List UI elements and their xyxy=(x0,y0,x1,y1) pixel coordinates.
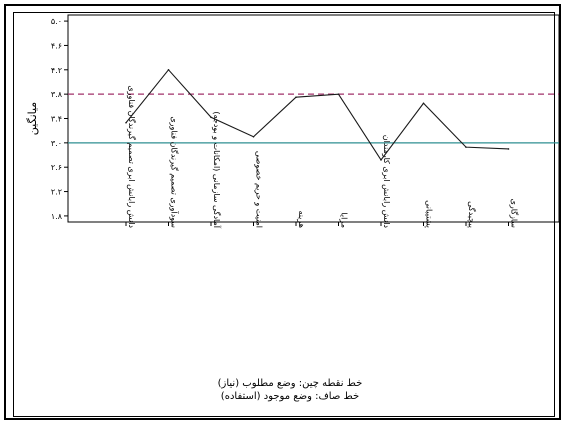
data-point-7 xyxy=(422,102,425,105)
x-category-label-9: سازگاری xyxy=(510,199,520,229)
data-point-6 xyxy=(380,159,382,161)
outer-frame xyxy=(4,4,561,420)
series-line-0 xyxy=(125,68,509,161)
x-category-label-8: پیچیدگی xyxy=(467,201,477,228)
y-tick-label-5: ۳.۰ xyxy=(51,139,62,148)
x-category-label-3: امنیت و حریم خصوصی xyxy=(255,151,264,228)
x-category-label-4: هزینه xyxy=(297,210,306,228)
data-point-4 xyxy=(295,96,297,98)
y-tick-label-2: ۴.۲ xyxy=(51,66,62,75)
y-tick-label-1: ۴.۶ xyxy=(51,41,62,50)
x-category-label-7: پشتیبانی xyxy=(425,200,434,228)
inner-frame xyxy=(13,12,555,417)
x-category-label-0: دانش رابانش ابری تصمیم گیرندگان فناوری xyxy=(127,85,137,228)
y-tick-label-8: ۱.۸ xyxy=(51,212,63,221)
y-tick-label-7: ۲.۲ xyxy=(51,188,62,197)
y-axis-label: میانگین xyxy=(26,102,39,136)
data-point-3 xyxy=(252,135,255,138)
data-point-1 xyxy=(167,68,170,71)
x-category-label-1: سودآوری تصمیم گیرندگان فناوری xyxy=(170,116,180,228)
y-tick-label-6: ۲.۶ xyxy=(51,163,62,172)
x-category-label-6: دانش رابانش ابری کارمندان xyxy=(382,135,391,229)
data-point-8 xyxy=(465,146,467,148)
y-tick-label-3: ۳.۸ xyxy=(51,90,63,99)
data-point-5 xyxy=(337,93,340,95)
legend-note-dashed: خط نقطه چین: وضع مطلوب (نیاز) xyxy=(217,378,363,389)
y-tick-label-4: ۳.۴ xyxy=(51,115,62,124)
legend-note-solid: خط صاف: وضع موجود (استفاده) xyxy=(220,391,360,402)
data-point-0 xyxy=(125,121,127,124)
y-tick-label-0: ۵.۰ xyxy=(51,17,62,26)
plot-area xyxy=(67,14,560,223)
data-point-2 xyxy=(210,116,212,119)
x-category-label-5: مزایا xyxy=(340,212,349,228)
data-point-9 xyxy=(507,148,510,150)
x-category-label-2: آمادگی سازمانی (امکانات و بودجه) xyxy=(212,111,222,228)
